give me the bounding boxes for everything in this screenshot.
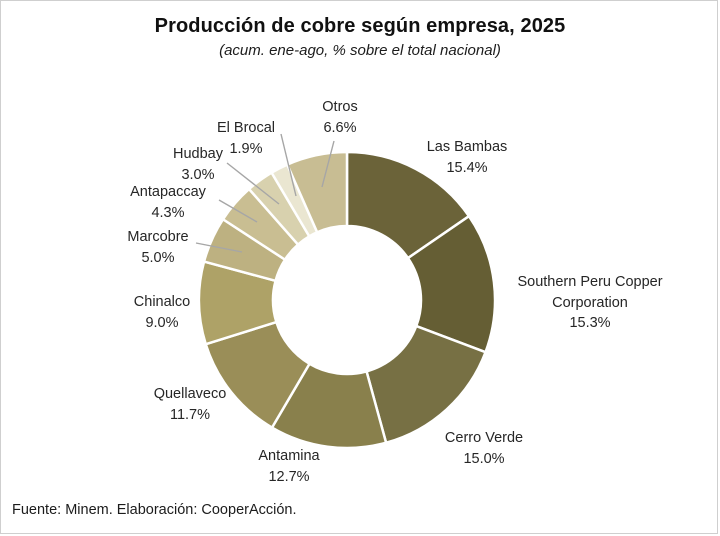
label-el-brocal-name: El Brocal bbox=[216, 120, 276, 136]
label-quellaveco: Quellaveco 11.7% bbox=[130, 384, 250, 425]
label-antamina-pct: 12.7% bbox=[268, 468, 310, 485]
label-el-brocal-pct: 1.9% bbox=[229, 140, 263, 157]
label-cerro-verde-pct: 15.0% bbox=[463, 450, 505, 467]
donut-slice-southern-peru-copper-corporation bbox=[406, 214, 497, 354]
label-antapaccay-name: Antapaccay bbox=[130, 184, 206, 200]
label-chinalco: Chinalco 9.0% bbox=[112, 292, 212, 333]
label-otros: Otros 6.6% bbox=[290, 97, 390, 138]
label-marcobre-pct: 5.0% bbox=[141, 249, 175, 266]
label-las-bambas-pct: 15.4% bbox=[446, 159, 488, 176]
leader-lines bbox=[195, 133, 335, 253]
leader-line-el-brocal bbox=[280, 133, 297, 197]
label-el-brocal: El Brocal 1.9% bbox=[196, 118, 296, 159]
label-las-bambas-name: Las Bambas bbox=[426, 139, 508, 155]
label-antapaccay: Antapaccay 4.3% bbox=[103, 182, 233, 223]
label-hudbay-name: Hudbay bbox=[173, 146, 223, 162]
label-antapaccay-pct: 4.3% bbox=[151, 204, 185, 221]
label-hudbay: Hudbay 3.0% bbox=[148, 144, 248, 185]
leader-line-hudbay bbox=[226, 162, 280, 205]
leader-line-marcobre bbox=[195, 242, 243, 253]
label-southern-peru: Southern Peru Copper Corporation 15.3% bbox=[507, 272, 673, 334]
leader-line-otros bbox=[321, 140, 335, 188]
label-otros-name: Otros bbox=[322, 99, 358, 115]
label-marcobre-name: Marcobre bbox=[127, 229, 189, 245]
label-chinalco-pct: 9.0% bbox=[145, 314, 179, 331]
label-quellaveco-name: Quellaveco bbox=[153, 386, 227, 402]
label-las-bambas: Las Bambas 15.4% bbox=[407, 137, 527, 178]
chart-title: Producción de cobre según empresa, 2025 bbox=[154, 15, 566, 37]
label-cerro-verde: Cerro Verde 15.0% bbox=[424, 428, 544, 469]
leader-line-antapaccay bbox=[218, 199, 258, 223]
label-cerro-verde-name: Cerro Verde bbox=[444, 430, 524, 446]
label-southern-peru-pct: 15.3% bbox=[569, 315, 611, 331]
label-quellaveco-pct: 11.7% bbox=[169, 406, 211, 423]
label-hudbay-pct: 3.0% bbox=[181, 166, 215, 183]
donut-slice-otros bbox=[286, 150, 349, 234]
source-note: Fuente: Minem. Elaboración: CooperAcción… bbox=[12, 502, 297, 518]
chart-subtitle: (acum. ene-ago, % sobre el total naciona… bbox=[219, 42, 501, 59]
label-antamina: Antamina 12.7% bbox=[229, 446, 349, 487]
label-chinalco-name: Chinalco bbox=[133, 294, 191, 310]
donut-slices bbox=[197, 150, 497, 450]
label-antamina-name: Antamina bbox=[258, 448, 320, 464]
label-otros-pct: 6.6% bbox=[323, 119, 357, 136]
label-southern-peru-name: Southern Peru Copper Corporation bbox=[517, 274, 663, 311]
label-marcobre: Marcobre 5.0% bbox=[108, 227, 208, 268]
donut-slice-las-bambas bbox=[345, 150, 471, 260]
